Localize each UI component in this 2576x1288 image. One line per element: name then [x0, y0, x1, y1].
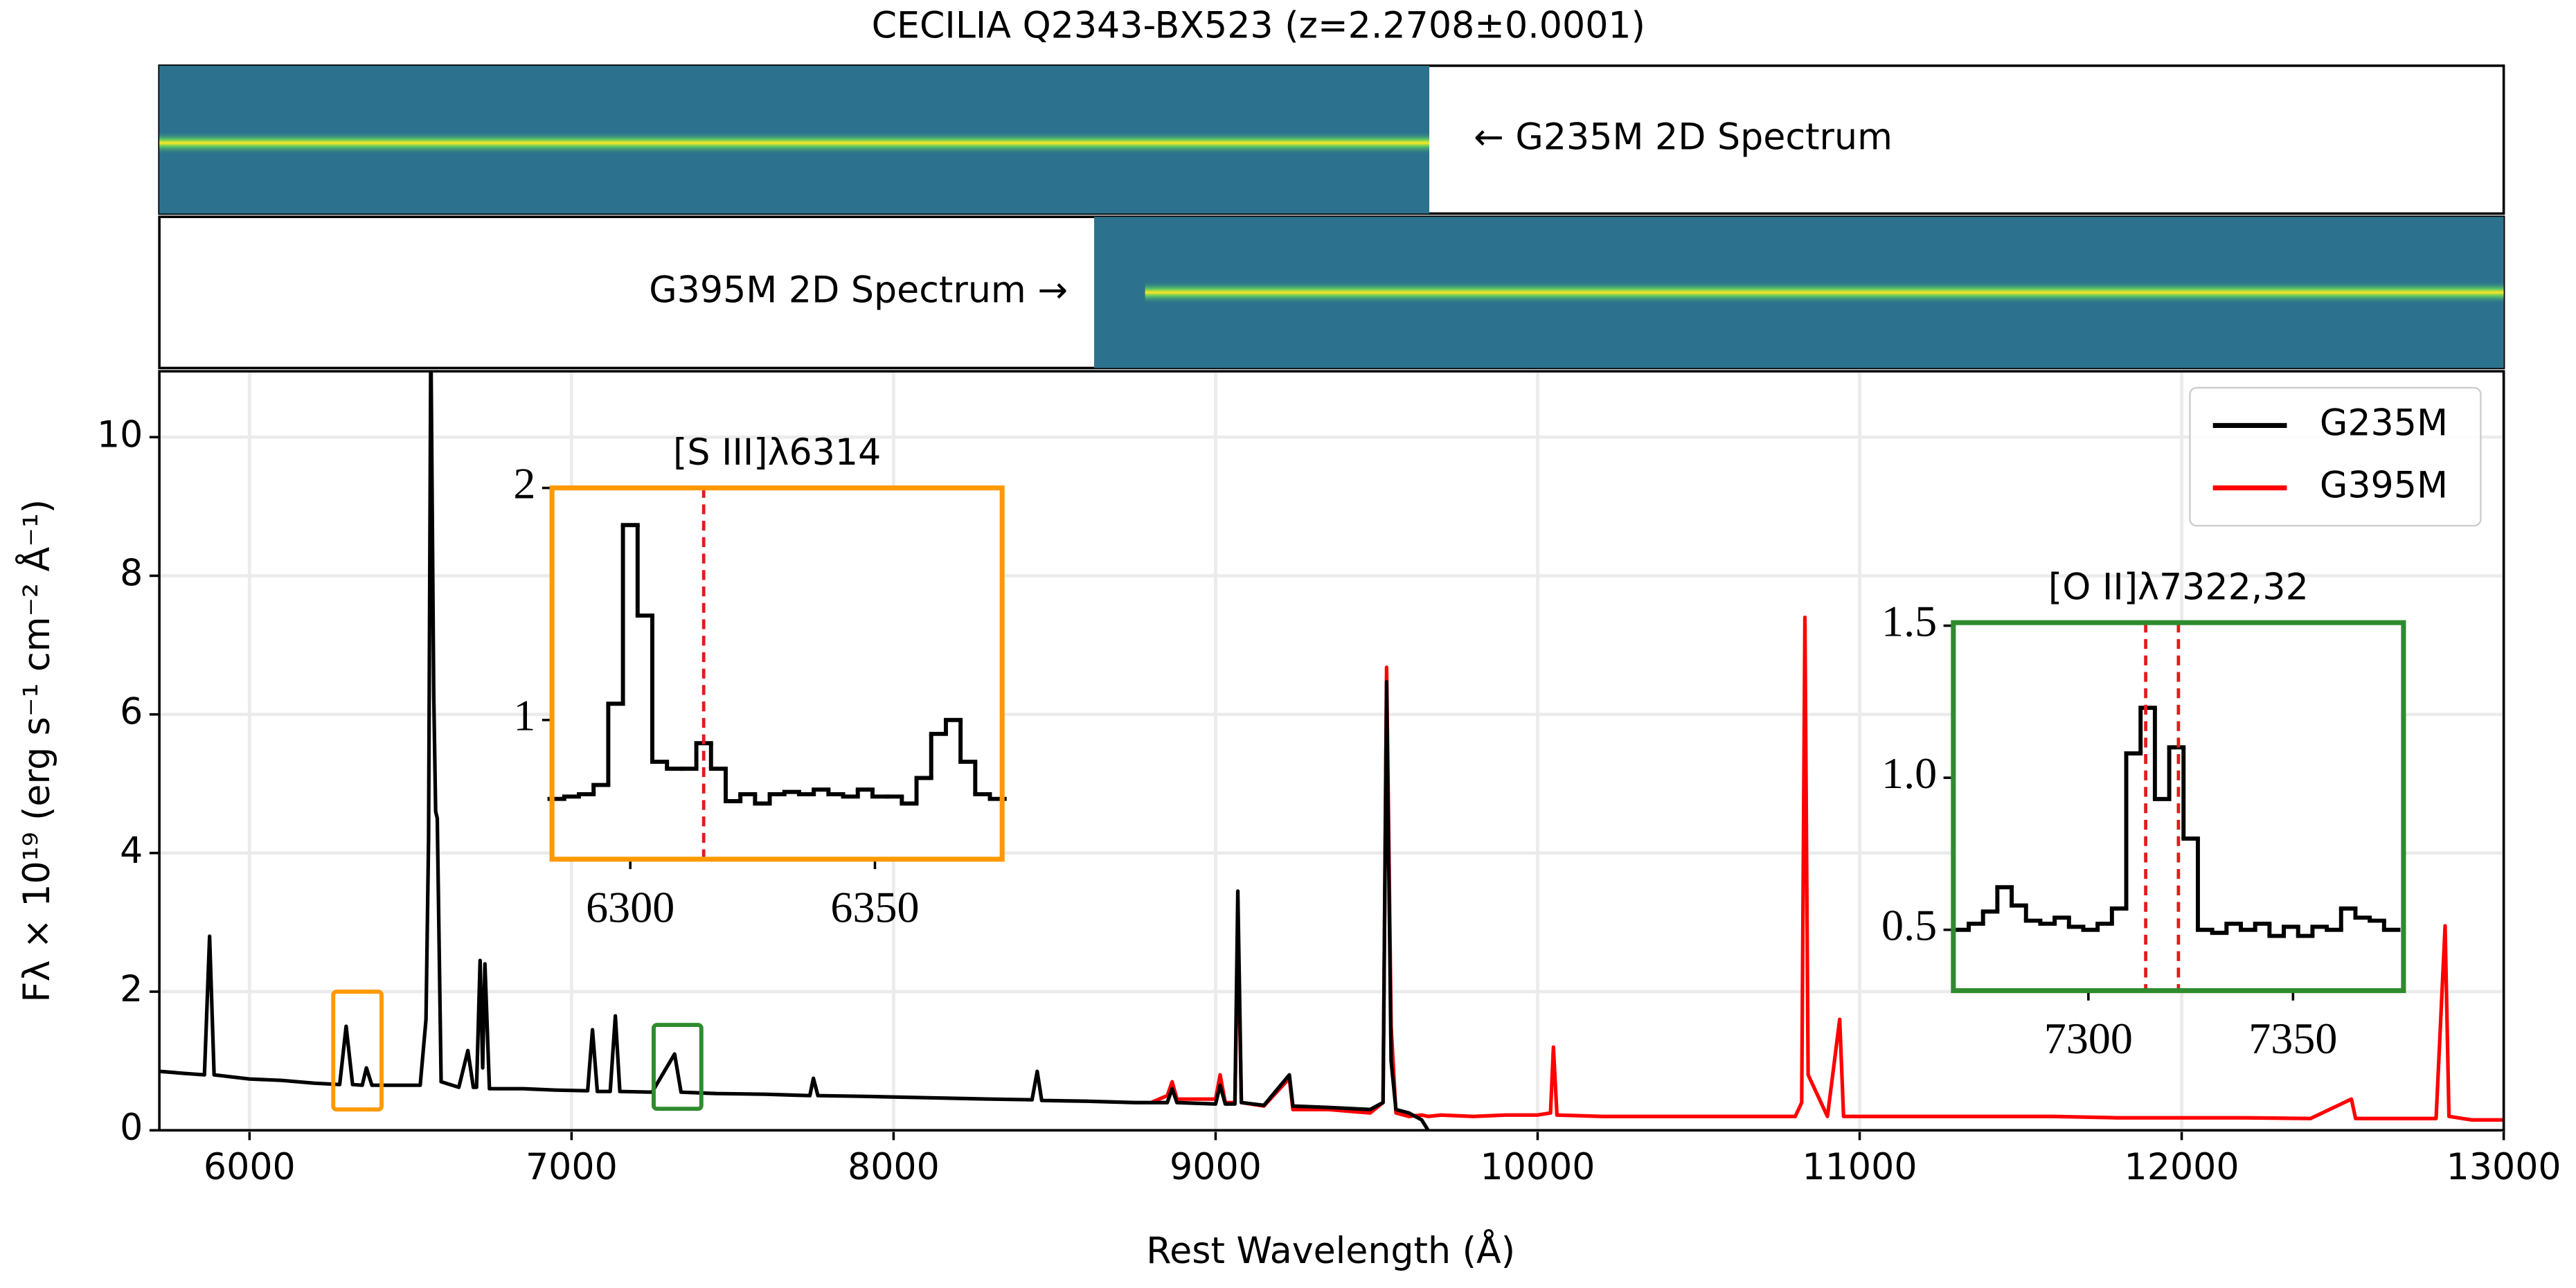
- y-tick-label: 0: [120, 1107, 143, 1149]
- plot-area: [1952, 706, 2401, 938]
- x-tick-label: 11000: [1803, 1147, 1917, 1188]
- y-tick-label: 8: [120, 553, 143, 594]
- x-tick-label: 6000: [204, 1147, 296, 1188]
- x-tick-label: 7350: [2248, 1014, 2337, 1063]
- y-tick-label: 0.5: [1881, 900, 1937, 949]
- x-tick-label: 6300: [586, 882, 674, 931]
- y-tick-label: 10: [97, 414, 143, 456]
- x-tick-label: 13000: [2447, 1147, 2561, 1188]
- y-axis-label: Fλ × 10¹⁹ (erg s⁻¹ cm⁻² Å⁻¹): [16, 499, 58, 1003]
- inset-background: [552, 488, 1003, 859]
- y-tick-label: 2: [513, 458, 535, 508]
- plot-area: [159, 371, 2504, 1131]
- legend-label: G395M: [2320, 465, 2448, 507]
- y-tick-label: 2: [120, 969, 143, 1010]
- annotation: G395M 2D Spectrum →: [649, 269, 1068, 311]
- inset-title: [O II]λ7322,32: [2048, 567, 2309, 609]
- spectrum-trace: [1145, 280, 2504, 304]
- x-tick-label: 6350: [830, 882, 919, 931]
- y-tick-label: 1: [513, 690, 535, 740]
- x-tick-label: 9000: [1170, 1147, 1262, 1188]
- annotation: ← G235M 2D Spectrum: [1474, 117, 1893, 159]
- y-tick-label: 6: [120, 692, 143, 733]
- spectrum-2d-panels: ← G235M 2D Spectrum G395M 2D Spectrum →: [158, 64, 2505, 370]
- axes-frame: [158, 370, 2505, 1132]
- x-tick-label: 8000: [848, 1147, 940, 1188]
- x-tick-label: 10000: [1480, 1147, 1595, 1188]
- legend-label: G235M: [2320, 402, 2448, 444]
- x-tick-label: 12000: [2125, 1147, 2239, 1188]
- axes-frame: [1951, 620, 2406, 994]
- inset-title: [S III]λ6314: [673, 432, 881, 474]
- zoom-region: [331, 990, 384, 1112]
- zoom-region: [651, 1023, 704, 1111]
- x-tick-label: 7300: [2044, 1014, 2133, 1063]
- chart-title: CECILIA Q2343-BX523 (z=2.2708±0.0001): [872, 5, 1645, 46]
- x-tick-label: 7000: [526, 1147, 618, 1188]
- axes-frame: [549, 485, 1005, 862]
- y-tick-label: 1.0: [1881, 749, 1937, 798]
- spectrum-trace: [159, 131, 1430, 155]
- y-tick-label: 4: [120, 830, 143, 872]
- y-tick-label: 1.5: [1881, 596, 1937, 645]
- x-axis-label: Rest Wavelength (Å): [1146, 1230, 1515, 1272]
- legend-box: [2189, 386, 2482, 527]
- spectrum-line: [159, 371, 1430, 1131]
